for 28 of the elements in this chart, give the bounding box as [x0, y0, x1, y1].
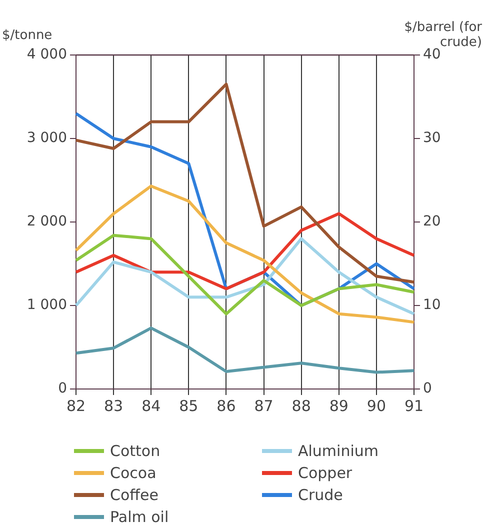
- y2-tick-label: 20: [423, 214, 441, 230]
- x-tick-label: 91: [404, 396, 424, 415]
- x-tick-label: 82: [66, 396, 86, 415]
- legend-label: Cotton: [110, 442, 160, 460]
- x-tick-label: 84: [142, 396, 161, 415]
- y-axis-title: $/tonne: [2, 28, 52, 43]
- y-tick-label: 2 000: [26, 214, 67, 230]
- y2-tick-label: 30: [423, 130, 441, 146]
- x-tick-label: 86: [216, 396, 236, 415]
- x-tick-label: 89: [329, 396, 348, 415]
- x-tick-label: 83: [104, 396, 124, 415]
- legend-label: Copper: [298, 464, 352, 482]
- legend-label: Cocoa: [110, 464, 156, 482]
- legend-label: Aluminium: [298, 442, 379, 460]
- y-tick-label: 1 000: [26, 297, 67, 314]
- y-tick-label: 3 000: [26, 130, 67, 146]
- y-tick-label: 4 000: [26, 46, 67, 63]
- y2-tick-label: 40: [423, 46, 441, 63]
- x-tick-label: 88: [292, 396, 311, 415]
- legend-label: Coffee: [110, 486, 158, 504]
- y-tick-label: 0: [58, 380, 67, 397]
- x-tick-label: 85: [179, 396, 198, 415]
- legend-label: Crude: [298, 486, 343, 504]
- x-tick-label: 90: [366, 396, 386, 415]
- y2-tick-label: 0: [423, 380, 432, 397]
- x-tick-label: 87: [254, 396, 274, 415]
- y2-tick-label: 10: [423, 297, 441, 314]
- legend-label: Palm oil: [110, 508, 169, 526]
